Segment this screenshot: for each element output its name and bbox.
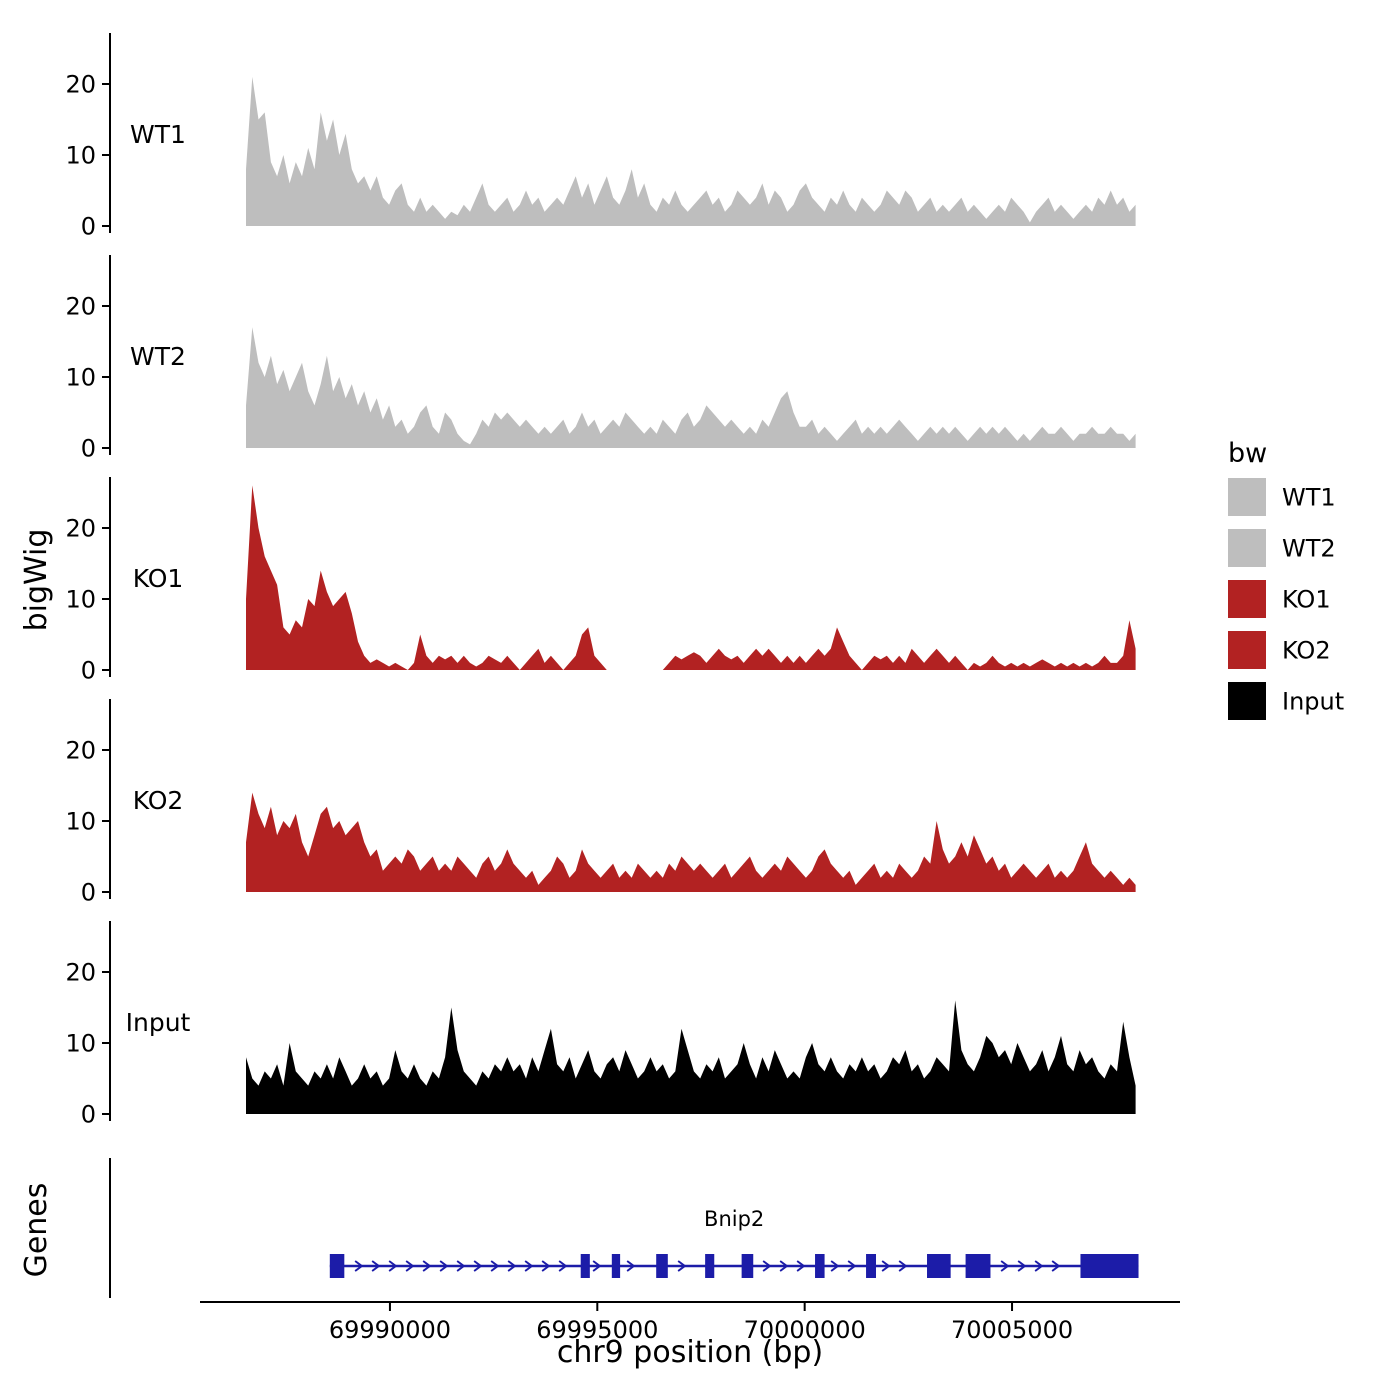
strand-arrow-icon — [422, 1260, 432, 1272]
y-tick-label: 20 — [65, 70, 96, 98]
track-area-ko1 — [246, 485, 1136, 670]
y-tick-label: 10 — [65, 1029, 96, 1057]
genes-axis-title: Genes — [19, 1183, 54, 1278]
strand-arrow-icon — [762, 1260, 772, 1272]
gene-exon-7 — [815, 1254, 825, 1278]
x-tick-label: 70005000 — [951, 1316, 1073, 1344]
track-label-ko2: KO2 — [133, 786, 184, 815]
strand-arrow-icon — [524, 1260, 534, 1272]
legend-label-ko1: KO1 — [1282, 585, 1331, 613]
y-tick-label: 0 — [81, 434, 96, 462]
gene-exon-8 — [866, 1254, 877, 1278]
strand-arrow-icon — [830, 1260, 840, 1272]
gene-track-group: Bnip2 — [109, 1158, 1139, 1298]
strand-arrow-icon — [847, 1260, 857, 1272]
strand-arrow-icon — [354, 1260, 364, 1272]
strand-arrow-icon — [881, 1260, 891, 1272]
legend-label-wt2: WT2 — [1282, 534, 1336, 562]
gene-exon-10 — [965, 1254, 991, 1278]
track-area-input — [246, 1000, 1136, 1114]
x-axis-group: 69990000 69995000 70000000 70005000 — [200, 1301, 1180, 1344]
strand-arrow-icon — [405, 1260, 415, 1272]
y-tick-label: 0 — [81, 878, 96, 906]
strand-arrow-icon — [796, 1260, 806, 1272]
y-tick-label: 10 — [65, 585, 96, 613]
strand-arrow-icon — [677, 1260, 687, 1272]
legend-item-ko1: KO1 — [1228, 580, 1331, 618]
legend-item-ko2: KO2 — [1228, 631, 1331, 669]
strand-arrow-icon — [1017, 1260, 1027, 1272]
legend-swatch-input — [1228, 682, 1266, 720]
gene-exon-11 — [1080, 1254, 1139, 1278]
gene-exon-2 — [580, 1254, 590, 1278]
coverage-tracks-group: 0 10 20 WT1 0 10 20 WT2 0 10 20 KO1 0 10 20 KO2 0 10 20 Inp… — [65, 33, 1136, 1128]
y-tick-label: 20 — [65, 736, 96, 764]
track-label-ko1: KO1 — [133, 564, 184, 593]
strand-arrow-icon — [1051, 1260, 1061, 1272]
legend-label-ko2: KO2 — [1282, 636, 1331, 664]
track-area-wt1 — [246, 76, 1136, 227]
strand-arrow-icon — [1034, 1260, 1044, 1272]
y-tick-label: 0 — [81, 1100, 96, 1128]
gene-exon-6 — [741, 1254, 754, 1278]
legend-swatch-ko2 — [1228, 631, 1266, 669]
strand-arrow-icon — [1000, 1260, 1010, 1272]
strand-arrow-icon — [592, 1260, 602, 1272]
strand-arrow-icon — [371, 1260, 381, 1272]
y-tick-label: 0 — [81, 656, 96, 684]
y-axis-title: bigWig — [19, 529, 54, 632]
y-tick-label: 20 — [65, 292, 96, 320]
strand-arrow-icon — [541, 1260, 551, 1272]
x-tick-label: 69995000 — [536, 1316, 658, 1344]
track-area-ko2 — [246, 792, 1136, 892]
legend-label-input: Input — [1282, 687, 1344, 715]
x-tick-label: 69990000 — [329, 1316, 451, 1344]
gene-exon-1 — [329, 1254, 345, 1278]
track-label-wt1: WT1 — [130, 120, 186, 149]
strand-arrow-icon — [388, 1260, 398, 1272]
x-tick-label: 70000000 — [744, 1316, 866, 1344]
strand-arrow-icon — [456, 1260, 466, 1272]
strand-arrow-icon — [473, 1260, 483, 1272]
legend-item-wt1: WT1 — [1228, 478, 1336, 516]
legend-item-wt2: WT2 — [1228, 529, 1336, 567]
gene-name-label: Bnip2 — [704, 1207, 764, 1231]
y-tick-label: 20 — [65, 514, 96, 542]
facet-ko2: 0 10 20 KO2 — [65, 699, 1136, 906]
legend-group: WT1 WT2 KO1 KO2 Input — [1228, 478, 1344, 720]
legend-item-input: Input — [1228, 682, 1344, 720]
facet-wt1: 0 10 20 WT1 — [65, 33, 1136, 240]
track-area-wt2 — [246, 327, 1136, 448]
y-tick-label: 20 — [65, 958, 96, 986]
track-label-input: Input — [126, 1008, 191, 1037]
gene-exon-9 — [927, 1254, 951, 1278]
strand-arrow-icon — [507, 1260, 517, 1272]
legend-swatch-ko1 — [1228, 580, 1266, 618]
strand-arrow-icon — [558, 1260, 568, 1272]
y-tick-label: 10 — [65, 363, 96, 391]
facet-wt2: 0 10 20 WT2 — [65, 255, 1136, 462]
legend-swatch-wt2 — [1228, 529, 1266, 567]
strand-arrow-icon — [779, 1260, 789, 1272]
y-tick-label: 10 — [65, 807, 96, 835]
facet-ko1: 0 10 20 KO1 — [65, 477, 1136, 684]
track-label-wt2: WT2 — [130, 342, 186, 371]
legend-swatch-wt1 — [1228, 478, 1266, 516]
strand-arrow-icon — [490, 1260, 500, 1272]
gene-exon-4 — [656, 1254, 668, 1278]
y-tick-label: 0 — [81, 212, 96, 240]
x-axis-title: chr9 position (bp) — [557, 1335, 823, 1370]
y-tick-label: 10 — [65, 141, 96, 169]
strand-arrow-icon — [439, 1260, 449, 1272]
strand-arrow-icon — [626, 1260, 636, 1272]
gene-exon-5 — [705, 1254, 715, 1278]
legend-label-wt1: WT1 — [1282, 483, 1336, 511]
gene-exon-3 — [611, 1254, 621, 1278]
legend-title: bw — [1228, 438, 1267, 469]
facet-input: 0 10 20 Input — [65, 921, 1136, 1128]
strand-arrow-icon — [898, 1260, 908, 1272]
